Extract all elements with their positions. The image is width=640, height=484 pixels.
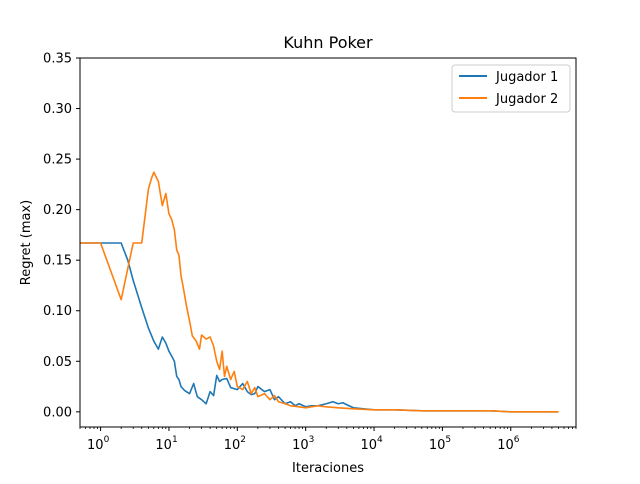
x-tick-label: 10 6 <box>497 435 520 453</box>
x-tick-label-exponent: 0 <box>104 435 110 445</box>
x-tick-label-exponent: 6 <box>514 435 520 445</box>
x-tick-label: 10 3 <box>292 435 314 453</box>
x-tick-label: 10 4 <box>360 435 383 453</box>
legend-label-jugador-2: Jugador 2 <box>495 92 558 107</box>
y-tick-label: 0.00 <box>43 405 72 420</box>
x-tick-label: 10 1 <box>155 435 177 453</box>
x-tick-label-base: 10 <box>292 438 309 453</box>
x-axis-label: Iteraciones <box>292 461 364 476</box>
lines-layer <box>80 171 559 413</box>
plot-area <box>80 58 576 427</box>
x-tick-label-exponent: 2 <box>240 435 246 445</box>
y-tick-label: 0.10 <box>43 304 72 319</box>
y-tick-label: 0.25 <box>43 153 72 168</box>
x-tick-label: 10 5 <box>429 435 451 453</box>
legend: Jugador 1 Jugador 2 <box>451 64 571 113</box>
x-tick-label-exponent: 1 <box>172 435 178 445</box>
x-tick-label-base: 10 <box>497 438 514 453</box>
x-tick-label-base: 10 <box>87 438 104 453</box>
x-tick-label-exponent: 5 <box>445 435 451 445</box>
y-tick-label: 0.30 <box>43 102 72 117</box>
y-axis-label: Regret (max) <box>19 200 34 285</box>
x-tick-label: 10 0 <box>87 435 110 453</box>
x-tick-label-exponent: 3 <box>309 435 315 445</box>
x-tick-label-exponent: 4 <box>377 435 383 445</box>
x-tick-label: 10 2 <box>224 435 246 453</box>
y-tick-label: 0.20 <box>43 203 72 218</box>
x-tick-label-base: 10 <box>360 438 377 453</box>
series-line-jugador-2 <box>80 171 559 413</box>
series-line-jugador-1 <box>80 242 559 413</box>
chart-title: Kuhn Poker <box>283 33 373 52</box>
x-tick-label-base: 10 <box>155 438 172 453</box>
legend-label-jugador-1: Jugador 1 <box>495 70 558 85</box>
axes-frame <box>79 57 577 428</box>
y-tick-label: 0.15 <box>43 254 72 269</box>
x-tick-label-base: 10 <box>429 438 446 453</box>
x-tick-label-base: 10 <box>224 438 241 453</box>
y-tick-label: 0.35 <box>43 52 72 67</box>
y-tick-label: 0.05 <box>43 355 72 370</box>
